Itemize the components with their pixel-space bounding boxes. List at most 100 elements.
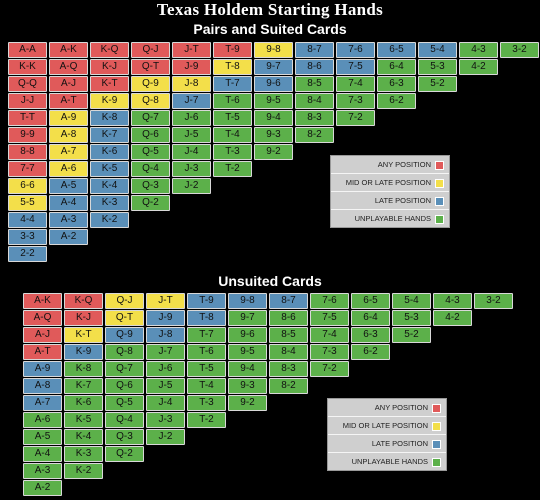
hand-cell: Q-5 <box>105 395 144 411</box>
unsuited-column: Q-J Q-T Q-9 Q-8 Q-7 Q-6 Q-5 Q-4 Q-3 Q-2 <box>105 293 144 463</box>
section-title-unsuited: Unsuited Cards <box>218 273 322 289</box>
hand-cell: 5-3 <box>418 59 457 75</box>
hand-cell: K-6 <box>64 395 103 411</box>
hand-cell: J-4 <box>146 395 185 411</box>
hand-cell: 6-4 <box>351 310 390 326</box>
legend-unsuited: ANY POSITION MID OR LATE POSITION LATE POS… <box>327 398 447 471</box>
pairs_suited-column: J-T J-9 J-8 J-7 J-6 J-5 J-4 J-3 J-2 <box>172 42 211 195</box>
unsuited-column: 9-8 9-7 9-6 9-5 9-4 9-3 9-2 <box>228 293 267 412</box>
legend-label: LATE POSITION <box>371 439 428 448</box>
hand-cell: A-8 <box>49 127 88 143</box>
hand-cell: J-2 <box>172 178 211 194</box>
hand-cell: K-8 <box>90 110 129 126</box>
pairs_suited-column: 8-7 8-6 8-5 8-4 8-3 8-2 <box>295 42 334 144</box>
hand-cell: 9-7 <box>228 310 267 326</box>
hand-cell: 9-2 <box>228 395 267 411</box>
hand-cell: Q-7 <box>131 110 170 126</box>
legend-label: ANY POSITION <box>374 403 428 412</box>
hand-cell: A-3 <box>49 212 88 228</box>
hand-cell: 6-5 <box>377 42 416 58</box>
hand-cell: 9-4 <box>254 110 293 126</box>
hand-cell: J-J <box>8 93 47 109</box>
hand-cell: 8-6 <box>269 310 308 326</box>
hand-cell: T-9 <box>213 42 252 58</box>
hand-cell: Q-8 <box>131 93 170 109</box>
unsuited-column: 4-3 4-2 <box>433 293 472 327</box>
hand-cell: K-T <box>64 327 103 343</box>
pairs_suited-column: A-K A-Q A-J A-T A-9 A-8 A-7 A-6 A-5 A-4 A-3 A-2 <box>49 42 88 246</box>
hand-cell: K-3 <box>90 195 129 211</box>
hand-cell: 9-2 <box>254 144 293 160</box>
hand-cell: 9-5 <box>228 344 267 360</box>
hand-cell: K-2 <box>90 212 129 228</box>
hand-cell: J-5 <box>172 127 211 143</box>
hand-cell: 8-3 <box>295 110 334 126</box>
hand-cell: Q-7 <box>105 361 144 377</box>
hand-cell: Q-5 <box>131 144 170 160</box>
hand-cell: 3-3 <box>8 229 47 245</box>
hand-cell: A-2 <box>49 229 88 245</box>
hand-cell: A-T <box>49 93 88 109</box>
hand-cell: 5-3 <box>392 310 431 326</box>
hand-cell: T-4 <box>187 378 226 394</box>
hand-cell: K-5 <box>64 412 103 428</box>
hand-cell: J-6 <box>172 110 211 126</box>
legend-pairs-suited: ANY POSITION MID OR LATE POSITION LATE POS… <box>330 155 450 228</box>
hand-cell: K-T <box>90 76 129 92</box>
pairs_suited-column: 4-3 4-2 <box>459 42 498 76</box>
pairs_suited-column: K-Q K-J K-T K-9 K-8 K-7 K-6 K-5 K-4 K-3 K-2 <box>90 42 129 229</box>
hand-cell: 7-5 <box>336 59 375 75</box>
hand-cell: 9-4 <box>228 361 267 377</box>
hand-cell: 8-8 <box>8 144 47 160</box>
unsuited-column: 3-2 <box>474 293 513 310</box>
hand-cell: 9-6 <box>254 76 293 92</box>
hand-cell: A-6 <box>23 412 62 428</box>
hand-cell: K-9 <box>64 344 103 360</box>
hand-cell: K-Q <box>90 42 129 58</box>
hand-cell: K-J <box>90 59 129 75</box>
legend-item: UNPLAYABLE HANDS <box>328 453 446 470</box>
pairs_suited-column: 6-5 6-4 6-3 6-2 <box>377 42 416 110</box>
hand-cell: A-A <box>8 42 47 58</box>
hand-cell: 2-2 <box>8 246 47 262</box>
hand-cell: 7-7 <box>8 161 47 177</box>
hand-cell: T-8 <box>213 59 252 75</box>
hand-cell: 8-7 <box>269 293 308 309</box>
hand-cell: 7-5 <box>310 310 349 326</box>
hand-cell: K-Q <box>64 293 103 309</box>
hand-cell: 5-2 <box>392 327 431 343</box>
hand-cell: 6-3 <box>351 327 390 343</box>
hand-cell: Q-6 <box>131 127 170 143</box>
hand-cell: J-9 <box>172 59 211 75</box>
hand-cell: A-J <box>49 76 88 92</box>
hand-cell: J-3 <box>146 412 185 428</box>
unsuited-column: J-T J-9 J-8 J-7 J-6 J-5 J-4 J-3 J-2 <box>146 293 185 446</box>
hand-cell: 6-6 <box>8 178 47 194</box>
hand-cell: T-7 <box>213 76 252 92</box>
hand-cell: Q-2 <box>131 195 170 211</box>
hand-cell: A-4 <box>23 446 62 462</box>
section-title-pairs-suited: Pairs and Suited Cards <box>193 21 347 37</box>
hand-cell: 6-5 <box>351 293 390 309</box>
hand-cell: 5-5 <box>8 195 47 211</box>
hand-cell: Q-9 <box>131 76 170 92</box>
hand-cell: 8-6 <box>295 59 334 75</box>
legend-label: UNPLAYABLE HANDS <box>354 214 431 223</box>
hand-cell: J-T <box>146 293 185 309</box>
pairs_suited-column: 9-8 9-7 9-6 9-5 9-4 9-3 9-2 <box>254 42 293 161</box>
hand-cell: 6-4 <box>377 59 416 75</box>
hand-cell: K-7 <box>90 127 129 143</box>
unsuited-column: K-Q K-J K-T K-9 K-8 K-7 K-6 K-5 K-4 K-3 K-2 <box>64 293 103 480</box>
hand-cell: 9-9 <box>8 127 47 143</box>
legend-swatch <box>432 458 441 467</box>
legend-item: ANY POSITION <box>328 399 446 417</box>
hand-cell: T-9 <box>187 293 226 309</box>
hand-cell: A-K <box>23 293 62 309</box>
hand-cell: Q-6 <box>105 378 144 394</box>
hand-cell: T-4 <box>213 127 252 143</box>
hand-cell: K-2 <box>64 463 103 479</box>
legend-swatch <box>432 440 441 449</box>
hand-cell: 9-3 <box>254 127 293 143</box>
hand-cell: A-J <box>23 327 62 343</box>
hand-cell: K-4 <box>64 429 103 445</box>
